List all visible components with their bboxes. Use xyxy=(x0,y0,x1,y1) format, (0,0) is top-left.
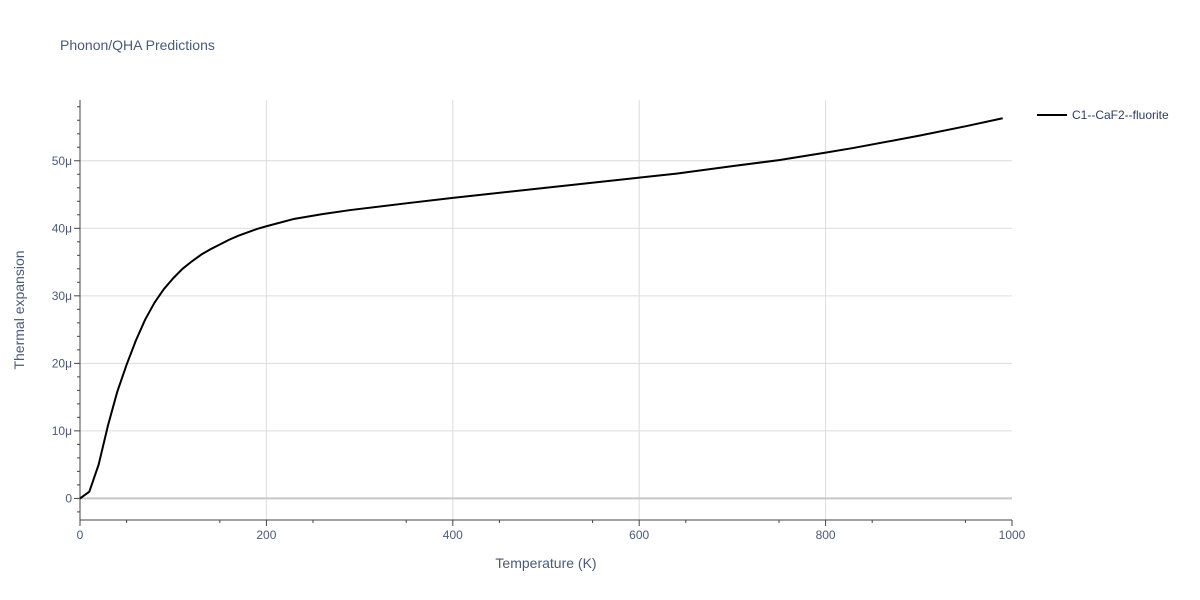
y-tick-label: 20μ xyxy=(52,356,72,370)
axes xyxy=(79,100,1012,521)
y-axis-title: Thermal expansion xyxy=(11,250,27,369)
x-tick-label: 600 xyxy=(629,528,649,542)
legend[interactable]: C1--CaF2--fluorite xyxy=(1037,108,1169,122)
x-tick-label: 0 xyxy=(77,528,84,542)
y-tick-label: 40μ xyxy=(52,221,72,235)
y-tick-label: 0 xyxy=(65,491,72,505)
x-axis-title: Temperature (K) xyxy=(495,555,596,571)
chart-title: Phonon/QHA Predictions xyxy=(60,37,215,53)
series-line[interactable] xyxy=(79,117,1003,500)
x-tick-label: 800 xyxy=(816,528,836,542)
legend-label: C1--CaF2--fluorite xyxy=(1072,108,1169,122)
y-tick-label: 10μ xyxy=(52,424,72,438)
x-tick-label: 400 xyxy=(443,528,463,542)
series-group xyxy=(79,117,1003,500)
ticks: 0 200 400 600 800 1000 0 10μ 20μ 30μ 40μ 50μ xyxy=(52,106,1026,542)
y-tick-label: 30μ xyxy=(52,289,72,303)
x-tick-label: 1000 xyxy=(999,528,1026,542)
x-tick-label: 200 xyxy=(256,528,276,542)
y-tick-label: 50μ xyxy=(52,154,72,168)
grid xyxy=(80,100,1012,520)
